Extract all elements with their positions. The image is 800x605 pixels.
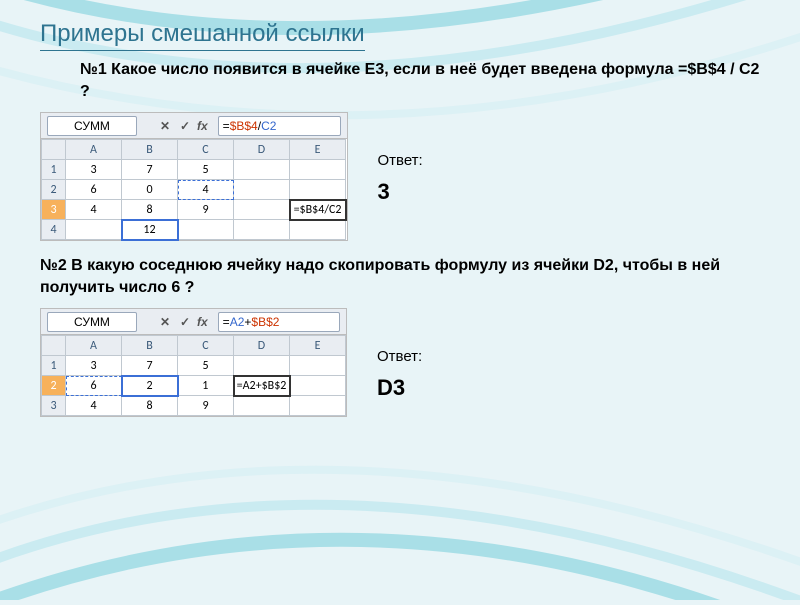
cell[interactable] (234, 160, 290, 180)
row-3[interactable]: 3 (42, 396, 66, 416)
cell[interactable]: 9 (178, 396, 234, 416)
answer-label: Ответ: (378, 152, 423, 169)
answer-1: Ответ: 3 (378, 112, 423, 205)
cell[interactable] (290, 396, 346, 416)
enter-icon[interactable]: ✓ (177, 118, 193, 134)
cell[interactable] (290, 220, 346, 240)
formula-bar-1: ✕ ✓ fx =$B$4/C2 (41, 113, 347, 139)
cell[interactable] (290, 356, 346, 376)
answer-value: 3 (378, 179, 423, 205)
active-cell[interactable]: =$B$4/C2 (290, 200, 346, 220)
question-1: №1 Какое число появится в ячейке E3, есл… (80, 59, 760, 102)
cell[interactable]: 6 (66, 180, 122, 200)
cell[interactable] (234, 220, 290, 240)
col-B[interactable]: B (122, 336, 178, 356)
col-B[interactable]: B (122, 140, 178, 160)
cell[interactable]: 6 (66, 376, 122, 396)
fx-icons: ✕ ✓ fx (151, 314, 214, 330)
fx-icon[interactable]: fx (197, 119, 208, 133)
name-box-2[interactable] (47, 312, 137, 332)
cell[interactable]: 5 (178, 160, 234, 180)
corner[interactable] (42, 336, 66, 356)
col-C[interactable]: C (178, 336, 234, 356)
cell[interactable] (290, 376, 346, 396)
formula-input-2[interactable]: =A2+$B$2 (218, 312, 340, 332)
cell[interactable] (234, 396, 290, 416)
cell[interactable]: 4 (178, 180, 234, 200)
col-E[interactable]: E (290, 140, 346, 160)
row-2[interactable]: 2 (42, 180, 66, 200)
formula-bar-2: ✕ ✓ fx =A2+$B$2 (41, 309, 346, 335)
page-title: Примеры смешанной ссылки (40, 20, 365, 51)
cell[interactable]: 7 (122, 160, 178, 180)
cell[interactable]: 8 (122, 396, 178, 416)
active-cell[interactable]: =A2+$B$2 (234, 376, 290, 396)
cell[interactable]: 1 (178, 376, 234, 396)
cell[interactable]: 7 (122, 356, 178, 376)
grid-2[interactable]: A B C D E 1 3 7 5 2 6 2 (41, 335, 346, 416)
cancel-icon[interactable]: ✕ (157, 314, 173, 330)
cancel-icon[interactable]: ✕ (157, 118, 173, 134)
row-4[interactable]: 4 (42, 220, 66, 240)
col-E[interactable]: E (290, 336, 346, 356)
formula-input-1[interactable]: =$B$4/C2 (218, 116, 341, 136)
answer-label: Ответ: (377, 348, 422, 365)
answer-2: Ответ: D3 (377, 308, 422, 401)
cell[interactable]: 3 (66, 160, 122, 180)
corner[interactable] (42, 140, 66, 160)
cell[interactable]: 12 (122, 220, 178, 240)
cell[interactable]: 8 (122, 200, 178, 220)
name-box-1[interactable] (47, 116, 137, 136)
row-1[interactable]: 1 (42, 356, 66, 376)
fx-icons: ✕ ✓ fx (151, 118, 214, 134)
cell[interactable]: 4 (66, 200, 122, 220)
cell[interactable]: 4 (66, 396, 122, 416)
cell[interactable] (290, 160, 346, 180)
cell[interactable]: 3 (66, 356, 122, 376)
row-1[interactable]: 1 (42, 160, 66, 180)
grid-1[interactable]: A B C D E 1 3 7 5 2 6 0 (41, 139, 347, 240)
row-2[interactable]: 2 (42, 376, 66, 396)
enter-icon[interactable]: ✓ (177, 314, 193, 330)
cell[interactable]: 0 (122, 180, 178, 200)
cell[interactable] (234, 200, 290, 220)
col-D[interactable]: D (234, 336, 290, 356)
row-3[interactable]: 3 (42, 200, 66, 220)
col-D[interactable]: D (234, 140, 290, 160)
col-A[interactable]: A (66, 140, 122, 160)
cell[interactable]: 5 (178, 356, 234, 376)
excel-2: ✕ ✓ fx =A2+$B$2 A B C D E 1 3 7 (40, 308, 347, 417)
cell[interactable]: 2 (122, 376, 178, 396)
fx-icon[interactable]: fx (197, 315, 208, 329)
cell[interactable]: 9 (178, 200, 234, 220)
question-2: №2 В какую соседнюю ячейку надо скопиров… (40, 255, 760, 298)
cell[interactable] (234, 356, 290, 376)
col-C[interactable]: C (178, 140, 234, 160)
col-A[interactable]: A (66, 336, 122, 356)
cell[interactable] (66, 220, 122, 240)
answer-value: D3 (377, 375, 422, 401)
excel-1: ✕ ✓ fx =$B$4/C2 A B C D E 1 3 7 (40, 112, 348, 241)
cell[interactable] (178, 220, 234, 240)
cell[interactable] (290, 180, 346, 200)
cell[interactable] (234, 180, 290, 200)
